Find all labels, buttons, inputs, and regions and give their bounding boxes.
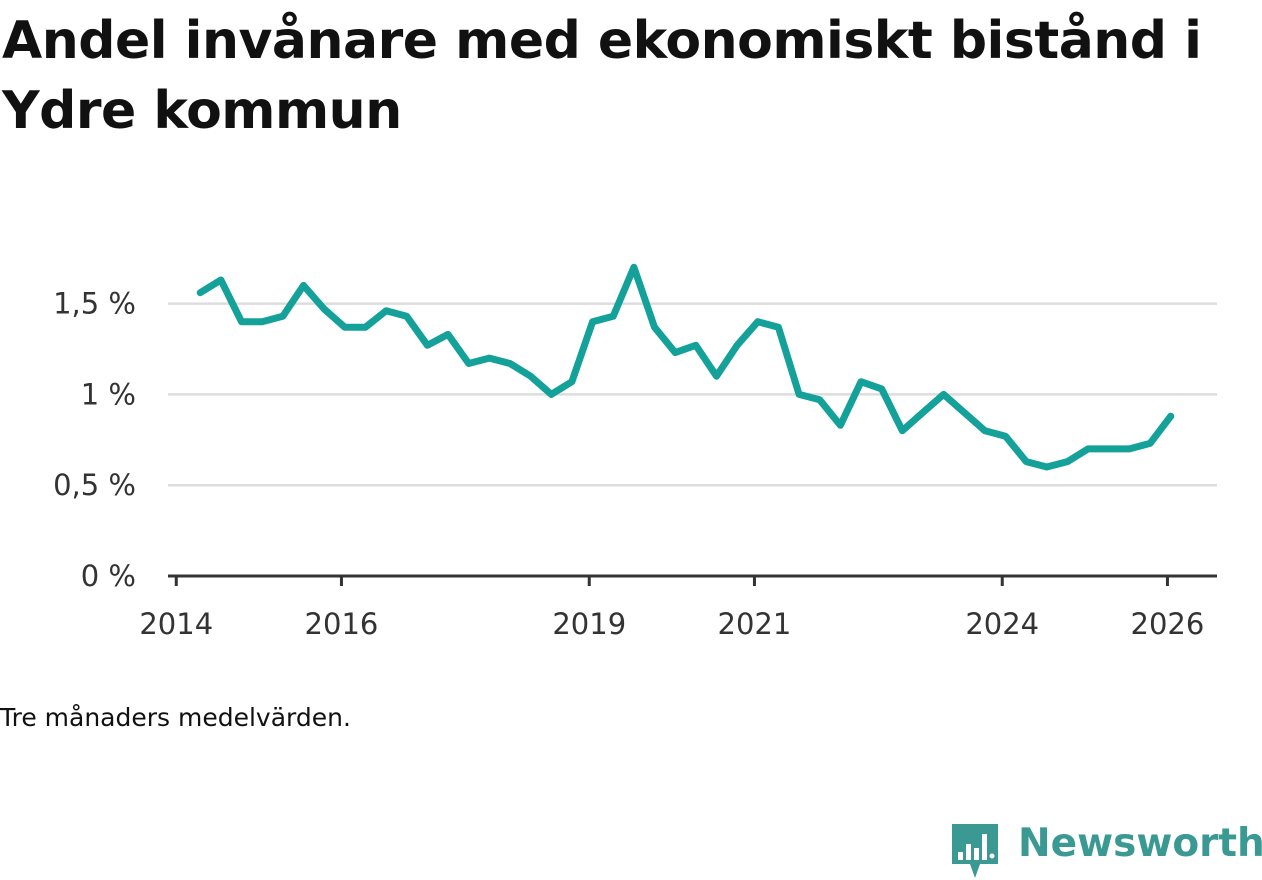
x-axis-labels: 2014 2016 2019 2021 2024 2026 xyxy=(139,607,1204,641)
x-tick-label: 2024 xyxy=(965,607,1039,641)
line-chart: 0 % 0,5 % 1 % 1,5 % 2014 2016 2019 2021 2024 202… xyxy=(53,263,1217,641)
y-tick-label: 0 % xyxy=(81,559,136,593)
x-tick-label: 2021 xyxy=(718,607,792,641)
y-tick-label: 1,5 % xyxy=(53,287,136,321)
x-tick-label: 2026 xyxy=(1131,607,1205,641)
newsworthy-logo-icon xyxy=(952,824,998,878)
gridlines xyxy=(168,302,1217,487)
y-tick-label: 0,5 % xyxy=(53,468,136,502)
brand-name: Newsworthy xyxy=(1018,821,1262,866)
chart-title: Andel invånare med ekonomiskt bistånd i … xyxy=(2,11,1202,141)
series-line xyxy=(196,263,1175,471)
x-tick-label: 2014 xyxy=(139,607,213,641)
y-axis-labels: 0 % 0,5 % 1 % 1,5 % xyxy=(53,287,136,593)
chart-note: Tre månaders medelvärden. xyxy=(0,703,351,732)
y-tick-label: 1 % xyxy=(81,377,136,411)
x-axis xyxy=(168,574,1217,586)
x-tick-label: 2019 xyxy=(552,607,626,641)
series-layer xyxy=(196,263,1175,471)
x-tick-label: 2016 xyxy=(305,607,379,641)
brand-logo[interactable]: Newsworthy xyxy=(950,818,1262,878)
